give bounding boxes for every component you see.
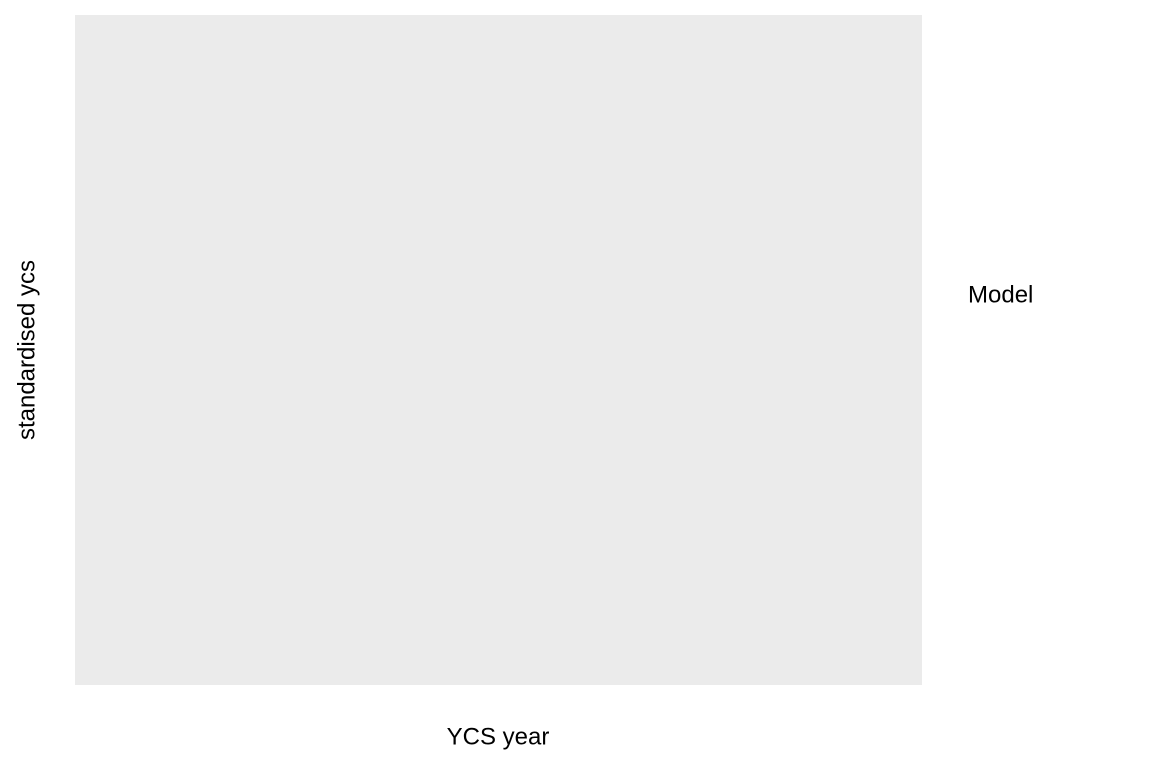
- x-axis-title: YCS year: [447, 723, 550, 750]
- legend: Model: [968, 281, 1033, 308]
- y-axis-title: standardised ycs: [13, 260, 40, 440]
- panel: [75, 15, 922, 685]
- legend-title: Model: [968, 281, 1033, 308]
